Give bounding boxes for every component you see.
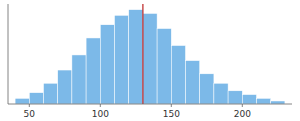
chart-container: 50 100 150 200 xyxy=(0,0,300,121)
x-tick xyxy=(242,104,243,107)
x-axis-line xyxy=(8,104,292,105)
histogram-bar xyxy=(228,91,242,104)
y-axis-line xyxy=(8,4,9,104)
histogram-bar xyxy=(44,83,58,104)
x-tick xyxy=(29,104,30,107)
histogram-bar xyxy=(129,10,143,104)
x-tick xyxy=(100,104,101,107)
histogram-bar xyxy=(143,13,157,104)
histogram-bar xyxy=(214,83,228,104)
histogram-bar xyxy=(72,55,86,104)
histogram-bar xyxy=(257,98,271,104)
histogram-bar xyxy=(100,25,114,104)
x-tick xyxy=(171,104,172,107)
histogram-bar xyxy=(15,98,29,104)
histogram-bar xyxy=(115,15,129,104)
histogram-bar xyxy=(29,93,43,104)
reference-line xyxy=(142,4,143,104)
x-tick-label: 150 xyxy=(163,109,180,119)
x-tick-label: 200 xyxy=(234,109,251,119)
x-tick-label: 50 xyxy=(24,109,36,119)
histogram-bar xyxy=(171,46,185,104)
plot-area xyxy=(15,4,285,104)
histogram-bar xyxy=(271,101,285,104)
histogram-bar xyxy=(86,38,100,104)
x-tick-label: 100 xyxy=(92,109,109,119)
histogram-bar xyxy=(242,95,256,104)
chart: 50 100 150 200 xyxy=(0,0,300,121)
histogram-bar xyxy=(200,74,214,104)
histogram-bar xyxy=(157,29,171,104)
histogram-bar xyxy=(186,61,200,104)
histogram-bar xyxy=(58,70,72,104)
